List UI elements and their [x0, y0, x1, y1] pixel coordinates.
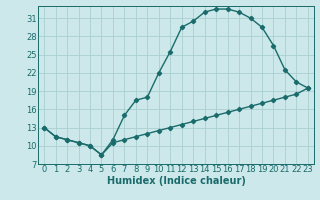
X-axis label: Humidex (Indice chaleur): Humidex (Indice chaleur) — [107, 176, 245, 186]
